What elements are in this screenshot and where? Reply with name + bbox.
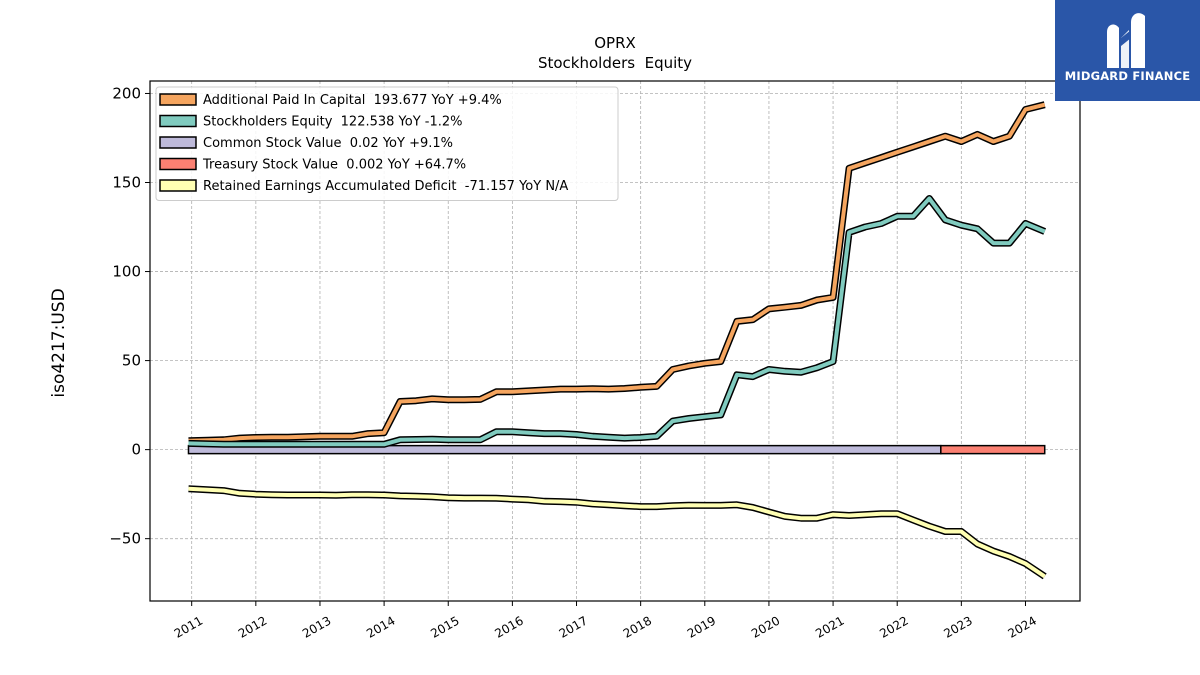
x-tick-label: 2020	[749, 613, 782, 640]
y-tick-label: 200	[112, 84, 141, 102]
chart-title: OPRX	[594, 34, 636, 52]
series-bar	[940, 444, 1046, 455]
series-line-outline	[188, 195, 1047, 448]
x-tick-label: 2016	[492, 613, 525, 640]
chart-subtitle: Stockholders Equity	[538, 54, 692, 72]
legend-label: Treasury Stock Value 0.002 YoY +64.7%	[202, 158, 466, 173]
legend-swatch	[159, 93, 197, 106]
x-tick-label: 2012	[236, 613, 269, 640]
brand-logo: MIDGARD FINANCE	[1055, 0, 1200, 101]
y-tick-label: 50	[122, 352, 141, 370]
series-line	[188, 196, 1046, 447]
bar-layer	[187, 444, 1046, 455]
legend: Additional Paid In Capital 193.677 YoY +…	[155, 86, 619, 201]
x-tick-label: 2017	[557, 613, 590, 640]
x-tick-label: 2022	[877, 613, 910, 640]
line-layer	[188, 101, 1047, 580]
x-tick-label: 2014	[364, 613, 397, 640]
x-tick-label: 2023	[941, 613, 974, 640]
x-tick-label: 2013	[300, 613, 333, 640]
y-tick-label: 100	[112, 263, 141, 281]
brand-name: MIDGARD FINANCE	[1064, 69, 1191, 83]
x-tick-label: 2024	[1006, 613, 1039, 640]
legend-swatch	[159, 179, 197, 192]
y-tick-label: 0	[131, 441, 141, 459]
plot-frame	[149, 80, 1081, 602]
y-tick-label: −50	[109, 530, 141, 548]
x-tick-label: 2018	[621, 613, 654, 640]
series-line	[188, 102, 1046, 443]
legend-label: Stockholders Equity 122.538 YoY -1.2%	[203, 115, 463, 130]
y-tick-label: 150	[112, 174, 141, 192]
x-tick-label: 2011	[172, 613, 205, 640]
midgard-logo-icon	[1107, 13, 1145, 68]
y-axis-label: iso4217:USD	[49, 288, 69, 397]
series-line	[188, 486, 1046, 579]
legend-label: Additional Paid In Capital 193.677 YoY +…	[203, 93, 502, 108]
legend-swatch	[159, 114, 197, 128]
series-line-outline	[188, 485, 1047, 580]
x-tick-label: 2019	[685, 613, 718, 640]
x-tick-label: 2021	[813, 613, 846, 640]
legend-box	[155, 86, 619, 201]
legend-swatch	[159, 136, 197, 149]
x-tick-label: 2015	[428, 613, 461, 640]
legend-label: Retained Earnings Accumulated Deficit -7…	[203, 179, 568, 194]
legend-swatch	[159, 157, 197, 171]
legend-label: Common Stock Value 0.02 YoY +9.1%	[203, 136, 453, 151]
